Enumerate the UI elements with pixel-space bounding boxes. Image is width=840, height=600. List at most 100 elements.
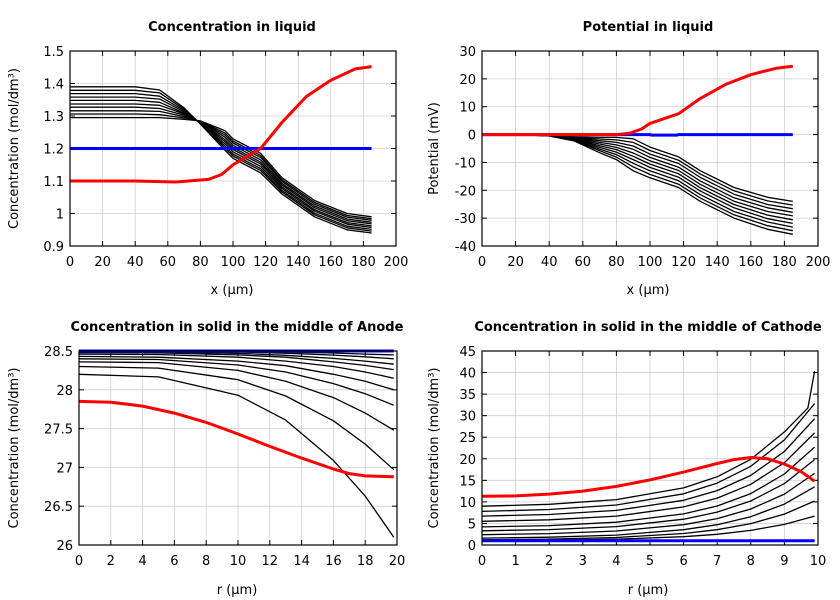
y-tick-label: 5 <box>468 517 476 532</box>
y-tick-label: 30 <box>459 45 476 60</box>
y-tick-label: 45 <box>459 345 476 360</box>
chart-title: Potential in liquid <box>583 20 714 35</box>
x-tick-label: 60 <box>160 255 177 270</box>
x-tick-label: 3 <box>579 554 587 569</box>
x-tick-label: 0 <box>75 554 83 569</box>
y-tick-label: 0.9 <box>43 240 64 255</box>
x-axis-label: x (µm) <box>627 283 670 298</box>
black-curve-3 <box>70 110 372 221</box>
x-tick-label: 80 <box>192 255 209 270</box>
y-tick-label: 35 <box>459 388 476 403</box>
black-curve-1 <box>78 373 395 538</box>
black-curve-8 <box>481 418 816 517</box>
x-tick-label: 0 <box>66 255 74 270</box>
y-tick-label: 26.5 <box>44 500 73 515</box>
x-tick-label: 140 <box>705 255 730 270</box>
x-tick-label: 80 <box>608 255 625 270</box>
y-tick-label: 0 <box>468 129 476 144</box>
x-tick-label: 1 <box>511 554 519 569</box>
black-curve-7 <box>70 96 372 229</box>
y-tick-label: 1.4 <box>43 78 64 93</box>
x-axis-label: r (µm) <box>628 583 669 598</box>
x-tick-label: 40 <box>541 255 558 270</box>
x-tick-label: 18 <box>357 554 374 569</box>
plot-frame <box>481 350 819 546</box>
black-curve-2 <box>78 365 395 471</box>
black-curve-10 <box>70 86 372 234</box>
x-tick-label: 40 <box>127 255 144 270</box>
y-tick-label: 1.3 <box>43 110 64 125</box>
x-tick-label: 180 <box>772 255 797 270</box>
y-tick-label: 27 <box>56 461 73 476</box>
black-curve-5 <box>78 355 394 391</box>
x-tick-label: 4 <box>612 554 620 569</box>
black-curve-1 <box>70 116 372 218</box>
y-tick-label: 20 <box>459 73 476 88</box>
black-curve-7 <box>481 432 816 522</box>
y-tick-label: 10 <box>459 496 476 511</box>
red-curve <box>78 399 394 479</box>
x-tick-label: 8 <box>202 554 210 569</box>
black-curve-2 <box>70 113 372 220</box>
y-tick-label: 25 <box>459 431 476 446</box>
black-curve-10 <box>481 371 816 507</box>
chart-title: Concentration in solid in the middle of … <box>71 320 404 335</box>
plot-frame <box>481 50 819 247</box>
x-tick-label: 4 <box>138 554 146 569</box>
y-tick-label: 1.5 <box>43 45 64 60</box>
y-tick-label: 26 <box>56 539 73 554</box>
plot-frame <box>78 350 398 546</box>
y-axis-label: Concentration (mol/dm³) <box>7 368 22 529</box>
red-curve <box>70 65 372 184</box>
x-tick-label: 0 <box>478 255 486 270</box>
y-tick-label: 1.2 <box>43 143 64 158</box>
x-tick-label: 6 <box>170 554 178 569</box>
black-curve-6 <box>481 446 816 528</box>
x-tick-label: 12 <box>262 554 279 569</box>
y-tick-label: 15 <box>459 474 476 489</box>
black-curve-3 <box>481 486 815 539</box>
subplot-1: 0 20 40 60 80 100 120 140 160 180 200 0.9 1 1.1 1.2 1.3… <box>7 20 408 298</box>
black-curve-4 <box>78 358 395 406</box>
x-tick-label: 5 <box>646 554 654 569</box>
y-tick-label: 10 <box>459 101 476 116</box>
x-tick-label: 100 <box>221 255 246 270</box>
y-tick-label: -40 <box>455 240 476 255</box>
black-curve-5 <box>70 103 372 225</box>
x-tick-label: 100 <box>638 255 663 270</box>
y-axis-label: Concentration (mol/dm³) <box>7 68 22 229</box>
x-tick-label: 10 <box>810 554 827 569</box>
y-tick-label: 30 <box>459 410 476 425</box>
black-curve-7 <box>78 351 394 371</box>
x-tick-label: 160 <box>738 255 763 270</box>
y-tick-label: -30 <box>455 212 476 227</box>
black-curve-3 <box>482 133 793 210</box>
black-curve-5 <box>482 133 793 217</box>
subplot-2: 0 20 40 60 80 100 120 140 160 180 200 -40 -30 -20 -10 0… <box>427 20 830 298</box>
y-tick-label: 20 <box>459 453 476 468</box>
x-tick-label: 180 <box>351 255 376 270</box>
x-tick-label: 16 <box>325 554 342 569</box>
x-tick-label: 20 <box>389 554 406 569</box>
y-tick-label: 40 <box>459 367 476 382</box>
x-tick-label: 2 <box>545 554 553 569</box>
x-tick-label: 140 <box>286 255 311 270</box>
black-curve-9 <box>482 133 793 232</box>
y-tick-label: 1 <box>56 208 64 223</box>
black-curve-6 <box>70 99 372 227</box>
x-tick-label: 160 <box>318 255 343 270</box>
y-tick-label: 0 <box>468 539 476 554</box>
x-tick-label: 20 <box>507 255 524 270</box>
subplot-4: 0 1 2 3 4 5 6 7 8 9 10051015202530354045Concentrat… <box>427 320 826 598</box>
chart-title: Concentration in solid in the middle of … <box>474 320 822 335</box>
x-tick-label: 0 <box>478 554 486 569</box>
y-axis-label: Concentration (mol/dm³) <box>427 368 442 529</box>
black-curve-2 <box>481 500 815 541</box>
y-tick-label: 1.1 <box>43 175 64 190</box>
x-tick-label: 8 <box>747 554 755 569</box>
x-tick-label: 2 <box>107 554 115 569</box>
black-curve-6 <box>78 353 394 379</box>
y-tick-label: 28.5 <box>44 345 73 360</box>
x-tick-label: 120 <box>253 255 278 270</box>
